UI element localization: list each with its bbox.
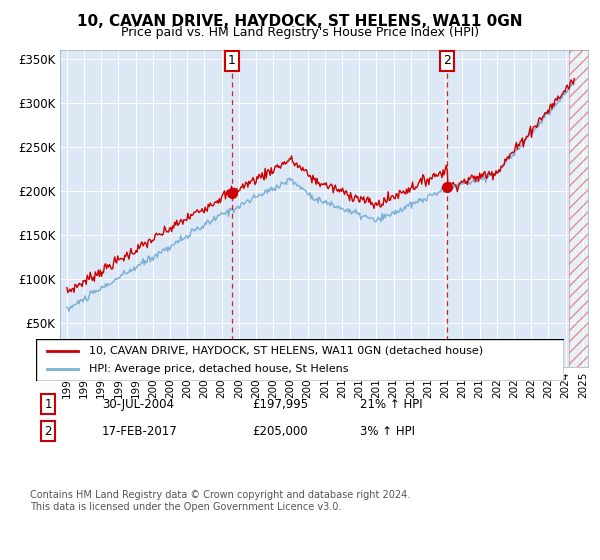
Text: 30-JUL-2004: 30-JUL-2004 <box>102 398 174 411</box>
Text: 1: 1 <box>44 398 52 411</box>
FancyBboxPatch shape <box>36 339 564 381</box>
Text: 10, CAVAN DRIVE, HAYDOCK, ST HELENS, WA11 0GN: 10, CAVAN DRIVE, HAYDOCK, ST HELENS, WA1… <box>77 14 523 29</box>
Text: Contains HM Land Registry data © Crown copyright and database right 2024.
This d: Contains HM Land Registry data © Crown c… <box>30 490 410 512</box>
Text: 21% ↑ HPI: 21% ↑ HPI <box>360 398 422 411</box>
Text: Price paid vs. HM Land Registry's House Price Index (HPI): Price paid vs. HM Land Registry's House … <box>121 26 479 39</box>
Text: 3% ↑ HPI: 3% ↑ HPI <box>360 424 415 438</box>
Text: £205,000: £205,000 <box>252 424 308 438</box>
Text: 2: 2 <box>443 54 451 67</box>
Bar <box>569 50 588 367</box>
Text: 17-FEB-2017: 17-FEB-2017 <box>102 424 178 438</box>
Text: 1: 1 <box>228 54 236 67</box>
Text: 10, CAVAN DRIVE, HAYDOCK, ST HELENS, WA11 0GN (detached house): 10, CAVAN DRIVE, HAYDOCK, ST HELENS, WA1… <box>89 346 483 356</box>
Text: HPI: Average price, detached house, St Helens: HPI: Average price, detached house, St H… <box>89 364 348 374</box>
Text: 2: 2 <box>44 424 52 438</box>
Text: £197,995: £197,995 <box>252 398 308 411</box>
